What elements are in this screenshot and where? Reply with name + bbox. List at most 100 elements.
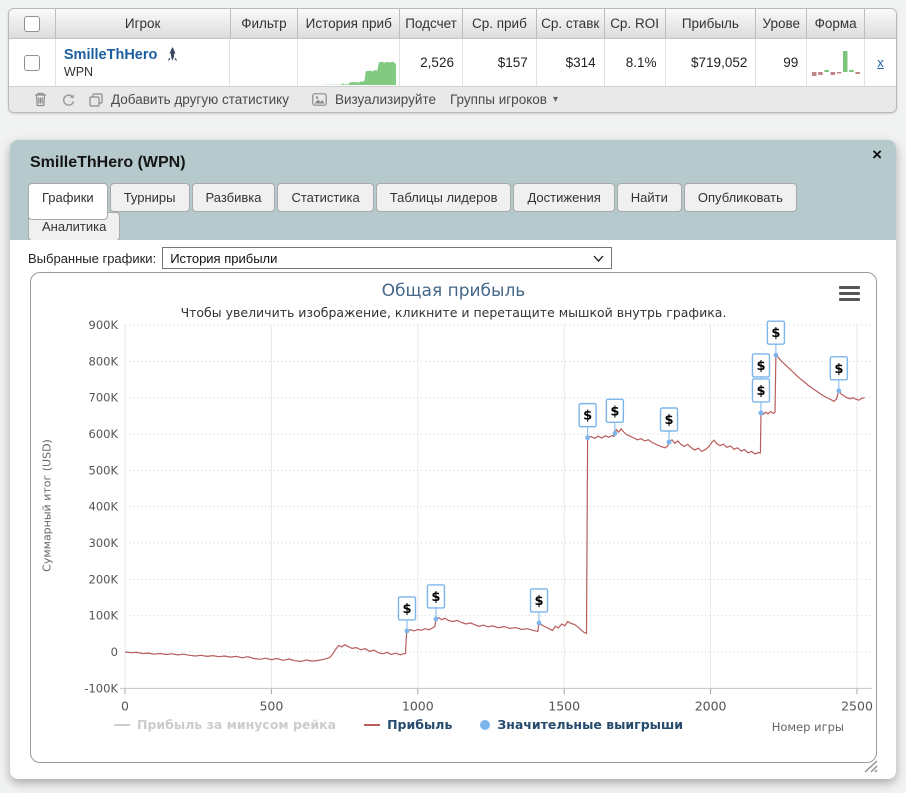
chart-legend: Прибыль за минусом рейка Прибыль Значите… <box>31 717 766 732</box>
tabs-row-1: Графики Турниры Разбивка Статистика Табл… <box>28 183 797 220</box>
add-stat-button[interactable]: Добавить другую статистику <box>87 91 289 109</box>
player-groups-dropdown[interactable]: Группы игроков ▾ <box>450 92 558 107</box>
visualize-label: Визуализируйте <box>334 92 436 107</box>
row-checkbox-cell <box>9 39 56 86</box>
svg-text:$: $ <box>583 409 592 424</box>
tab-find[interactable]: Найти <box>616 183 682 212</box>
svg-text:700K: 700K <box>89 391 119 405</box>
profit-cell: $719,052 <box>666 39 757 86</box>
header-checkbox-cell <box>9 9 56 38</box>
count-cell: 2,526 <box>400 39 463 86</box>
selected-chart-value: История прибыли <box>170 250 278 266</box>
svg-text:500K: 500K <box>89 463 119 477</box>
refresh-icon[interactable] <box>59 91 77 109</box>
svg-text:400K: 400K <box>89 500 119 514</box>
chart-subtitle: Чтобы увеличить изображение, кликните и … <box>180 305 727 320</box>
trash-icon[interactable] <box>31 91 49 109</box>
player-link[interactable]: SmilleThHero <box>64 47 180 63</box>
svg-text:900K: 900K <box>89 318 119 332</box>
copy-icon <box>87 91 105 109</box>
header-player[interactable]: Игрок <box>56 9 231 38</box>
player-network: WPN <box>63 64 94 79</box>
form-cell <box>807 39 866 86</box>
header-profit-history[interactable]: История приб <box>298 9 401 38</box>
svg-text:$: $ <box>756 384 765 399</box>
player-detail-panel: SmilleThHero (WPN) × Графики Турниры Раз… <box>10 140 896 779</box>
chevron-down-icon: ▾ <box>552 94 558 105</box>
svg-text:300K: 300K <box>89 536 119 550</box>
svg-text:200K: 200K <box>89 572 119 586</box>
player-cell: SmilleThHero WPN <box>56 39 231 86</box>
legend-item-net-profit[interactable]: Прибыль за минусом рейка <box>114 717 336 732</box>
row-checkbox[interactable] <box>23 54 40 71</box>
header-count[interactable]: Подсчет <box>400 9 463 38</box>
legend-circle-symbol <box>480 719 491 730</box>
chart-select-row: Выбранные графики: История прибыли <box>28 247 613 269</box>
select-all-checkbox[interactable] <box>23 15 40 32</box>
profit-chart: Общая прибыль Чтобы увеличить изображени… <box>30 272 877 763</box>
tab-statistics[interactable]: Статистика <box>277 183 374 212</box>
chart-menu-icon[interactable] <box>839 286 860 301</box>
header-level[interactable]: Урове <box>756 9 808 38</box>
player-name-text: SmilleThHero <box>63 46 158 63</box>
y-axis-title: Суммарный итог (USD) <box>40 439 54 572</box>
legend-label: Прибыль за минусом рейка <box>137 717 337 732</box>
svg-text:-100K: -100K <box>84 681 118 695</box>
header-profit[interactable]: Прибыль <box>666 9 757 38</box>
level-cell: 99 <box>756 39 808 86</box>
tab-charts[interactable]: Графики <box>28 183 108 220</box>
shark-icon <box>168 47 178 61</box>
svg-text:2000: 2000 <box>695 698 727 713</box>
form-mini-chart <box>811 50 860 76</box>
table-row: SmilleThHero WPN 2,526 $157 $314 8.1% $7… <box>9 39 896 86</box>
svg-text:$: $ <box>771 326 780 341</box>
tab-achievements[interactable]: Достижения <box>513 183 615 212</box>
resize-handle[interactable] <box>864 760 878 773</box>
image-icon <box>311 91 329 109</box>
header-filter[interactable]: Фильтр <box>231 9 299 38</box>
avg-stake-cell: $314 <box>537 39 605 86</box>
svg-text:800K: 800K <box>89 354 119 368</box>
table-header-row: Игрок Фильтр История приб Подсчет Ср. пр… <box>9 9 896 39</box>
header-avg-stake[interactable]: Ср. ставк <box>537 9 605 38</box>
tab-publish[interactable]: Опубликовать <box>683 183 797 212</box>
svg-text:$: $ <box>402 602 411 617</box>
tab-tournaments[interactable]: Турниры <box>109 183 190 212</box>
svg-text:0: 0 <box>121 698 129 713</box>
header-form[interactable]: Форма <box>807 9 866 38</box>
svg-text:$: $ <box>834 362 843 377</box>
legend-line-symbol <box>364 723 381 726</box>
header-spacer <box>865 9 896 38</box>
player-groups-label: Группы игроков <box>449 92 547 107</box>
remove-row-link[interactable]: x <box>877 55 884 70</box>
avg-profit-cell: $157 <box>463 39 537 86</box>
svg-text:100K: 100K <box>89 609 119 623</box>
svg-text:$: $ <box>431 590 440 605</box>
chart-plot-area[interactable]: 0 500 1000 1500 2000 2500 900K 800K 700K 600K 500K… <box>31 273 876 762</box>
svg-text:$: $ <box>756 359 765 374</box>
stats-table: Игрок Фильтр История приб Подсчет Ср. пр… <box>8 8 897 113</box>
close-icon[interactable]: × <box>872 145 882 164</box>
svg-text:1000: 1000 <box>402 698 434 713</box>
svg-text:$: $ <box>610 404 619 419</box>
legend-line-symbol <box>114 723 130 726</box>
filter-cell <box>230 39 299 86</box>
tab-leaderboards[interactable]: Таблицы лидеров <box>375 183 512 212</box>
legend-label: Значительные выигрыши <box>497 717 683 732</box>
svg-text:500: 500 <box>259 698 283 713</box>
legend-label: Прибыль <box>387 717 453 732</box>
remove-cell: x <box>865 39 896 86</box>
profit-history-cell <box>298 39 401 86</box>
header-avg-profit[interactable]: Ср. приб <box>463 9 537 38</box>
chart-select-label: Выбранные графики: <box>28 250 157 266</box>
legend-item-significant-wins[interactable]: Значительные выигрыши <box>480 717 683 732</box>
visualize-button[interactable]: Визуализируйте <box>311 91 436 109</box>
svg-text:0: 0 <box>111 645 118 659</box>
svg-text:1500: 1500 <box>548 698 580 713</box>
chevron-down-icon <box>593 255 604 262</box>
tab-breakdown[interactable]: Разбивка <box>191 183 276 212</box>
panel-content: Выбранные графики: История прибыли Общая… <box>10 240 896 779</box>
header-avg-roi[interactable]: Ср. ROI <box>605 9 666 38</box>
charts-select[interactable]: История прибыли <box>162 247 613 269</box>
legend-item-profit[interactable]: Прибыль <box>364 717 452 732</box>
